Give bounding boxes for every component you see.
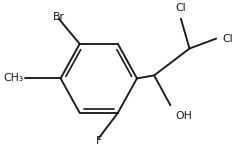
Text: Cl: Cl xyxy=(222,34,233,44)
Text: F: F xyxy=(96,136,102,146)
Text: CH₃: CH₃ xyxy=(3,73,23,83)
Text: OH: OH xyxy=(175,111,192,121)
Text: Cl: Cl xyxy=(176,3,186,13)
Text: Br: Br xyxy=(53,12,65,22)
